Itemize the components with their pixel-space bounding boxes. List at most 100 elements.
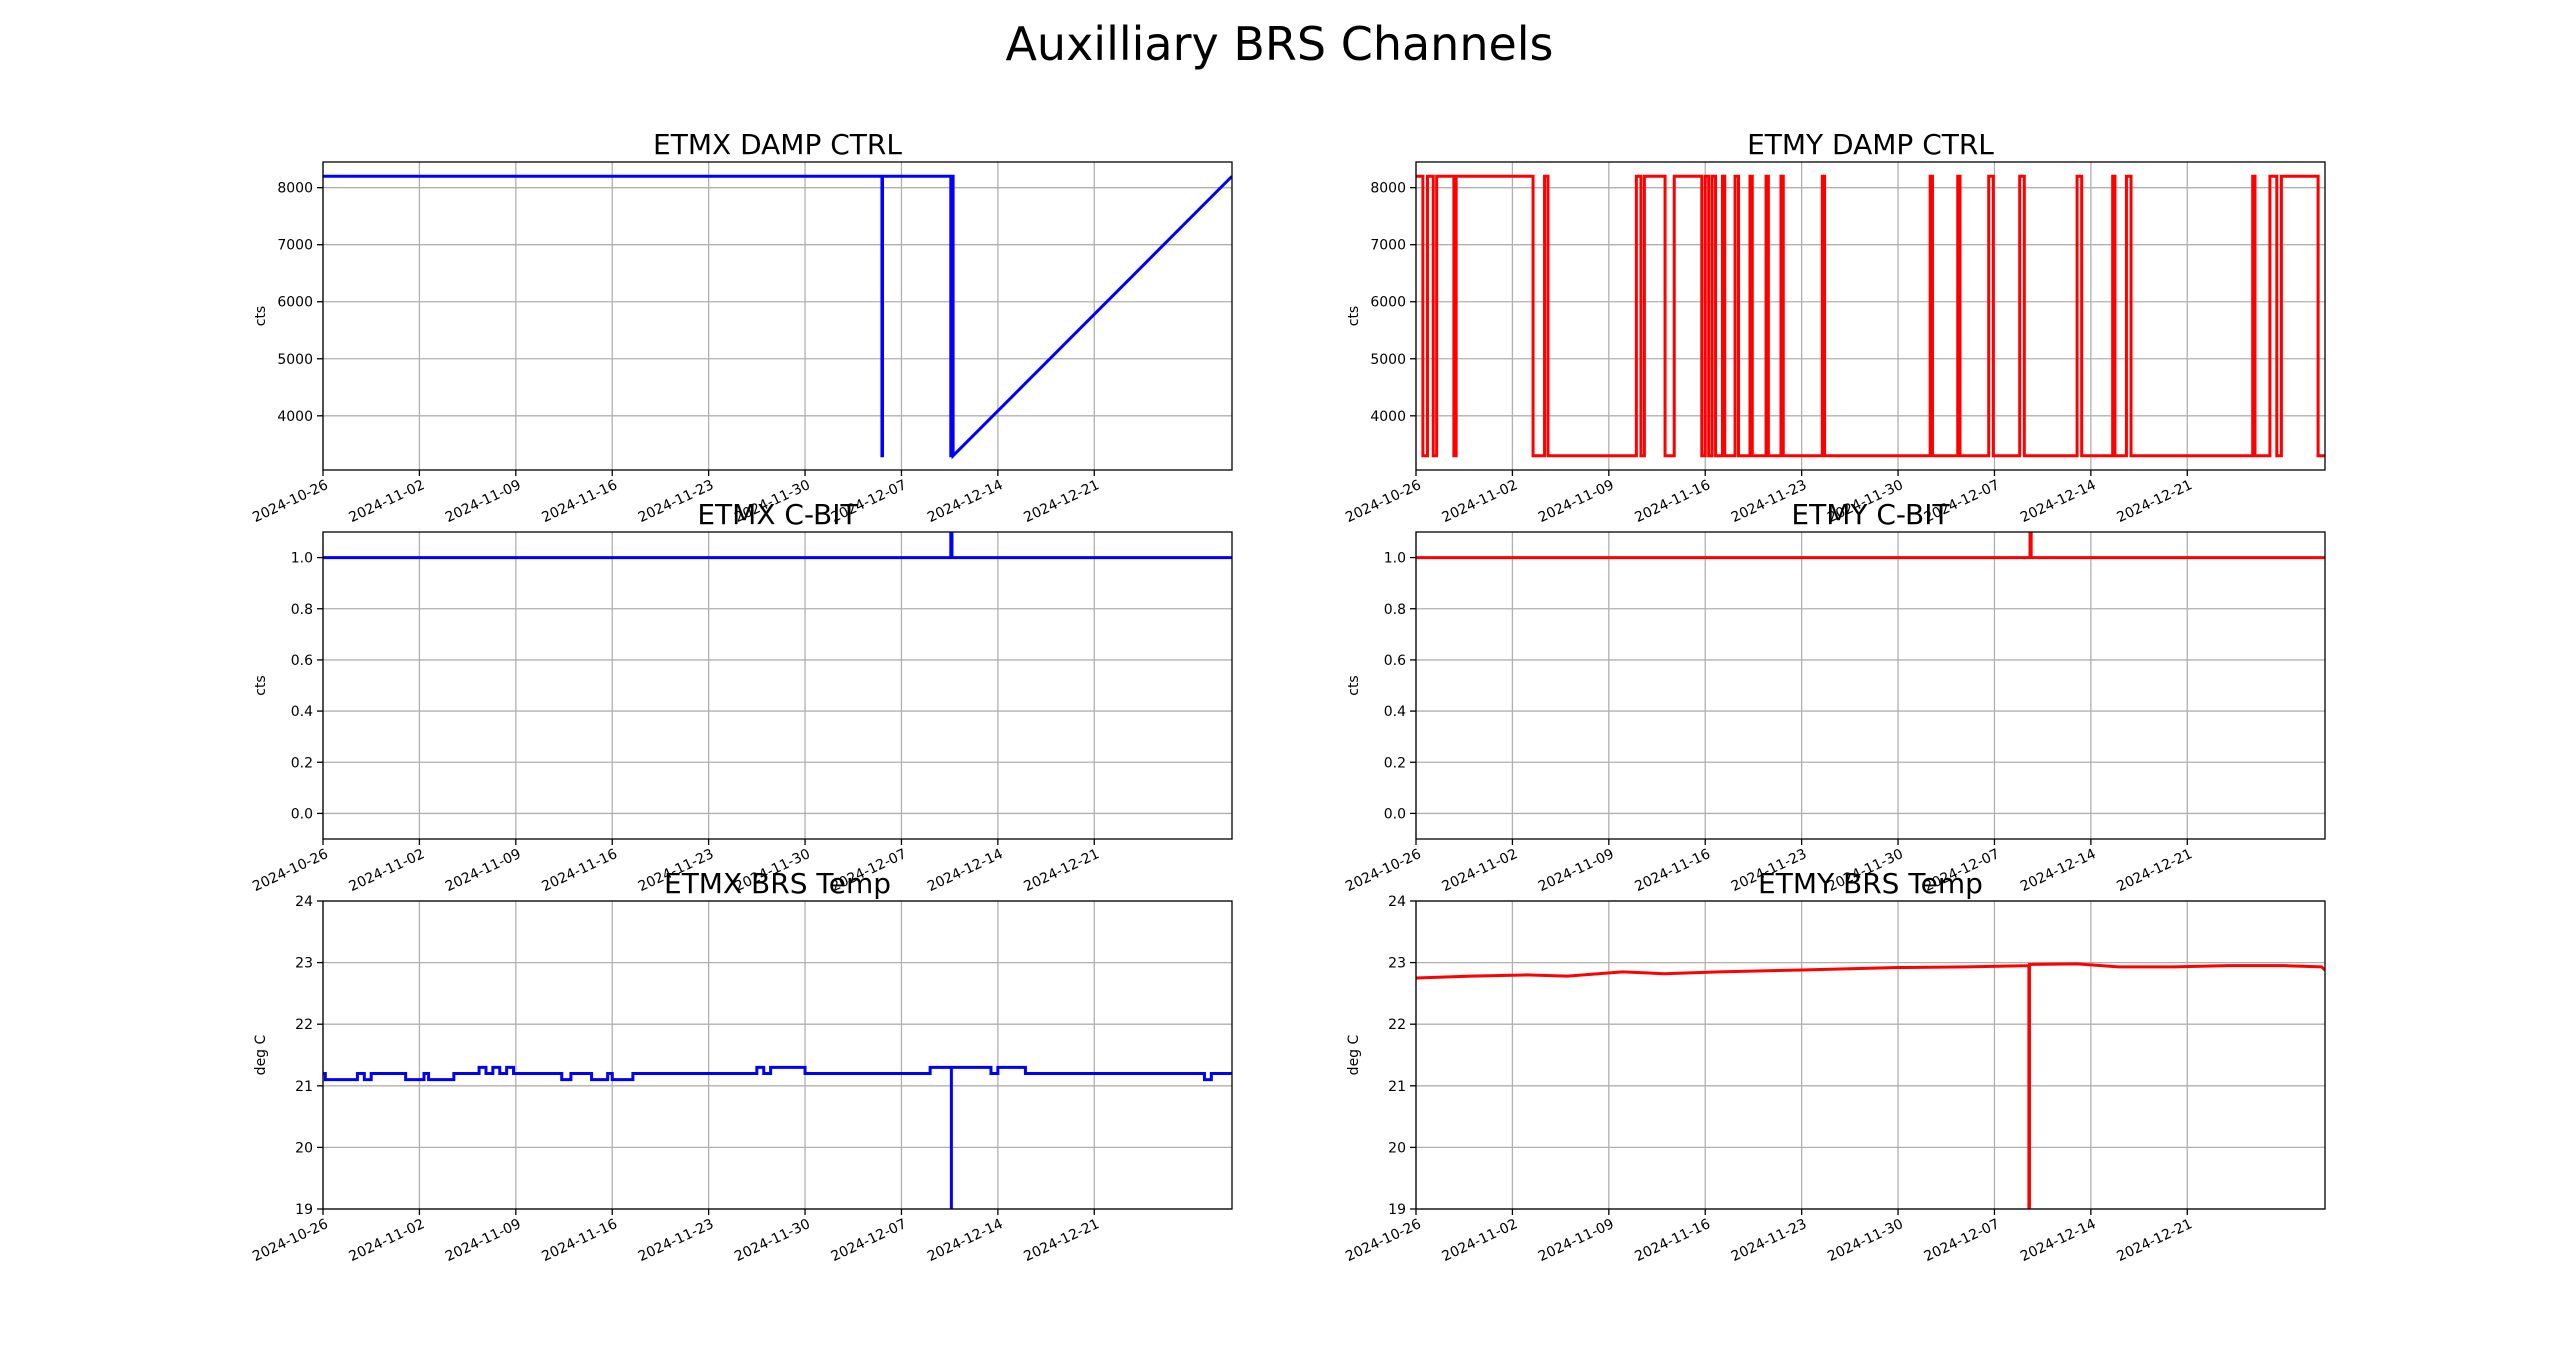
- x-tick-label: 2024-11-16: [539, 477, 620, 526]
- x-tick-label: 2024-10-26: [1343, 477, 1424, 526]
- y-axis-label: deg C: [253, 1034, 269, 1075]
- x-tick-label: 2024-11-09: [1536, 846, 1617, 895]
- x-tick-label: 2024-11-02: [1440, 477, 1521, 526]
- x-tick-label: 2024-11-02: [347, 1216, 428, 1265]
- y-tick-label: 20: [295, 1140, 313, 1156]
- x-tick-label: 2024-11-09: [443, 477, 524, 526]
- x-tick-label: 2024-10-26: [250, 846, 331, 895]
- x-tick-label: 2024-11-23: [636, 1216, 717, 1265]
- x-tick-label: 2024-11-09: [1536, 477, 1617, 526]
- x-tick-label: 2024-11-09: [1536, 1216, 1617, 1265]
- chart-title: ETMY DAMP CTRL: [1747, 128, 1994, 161]
- y-tick-label: 19: [1388, 1202, 1406, 1218]
- y-tick-label: 8000: [1370, 181, 1406, 197]
- y-tick-label: 21: [295, 1079, 313, 1095]
- y-tick-label: 7000: [1370, 238, 1406, 254]
- x-tick-label: 2024-11-09: [443, 846, 524, 895]
- x-tick-label: 2024-11-02: [1440, 846, 1521, 895]
- x-tick-label: 2024-12-21: [2114, 477, 2195, 526]
- chart-panel-etmy-cbit: 0.0 0.2 0.4 0.6 0.8 1.0 2024-10-26 2024-11-02 20…: [1343, 498, 2326, 895]
- y-tick-label: 0.8: [291, 602, 313, 618]
- y-tick-label: 0.6: [1384, 653, 1406, 669]
- y-tick-label: 23: [295, 956, 313, 972]
- x-tick-label: 2024-11-02: [1440, 1216, 1521, 1265]
- y-tick-label: 5000: [277, 352, 313, 368]
- x-tick-label: 2024-11-16: [1632, 1216, 1713, 1265]
- x-tick-label: 2024-12-14: [2018, 1216, 2099, 1265]
- y-axis-label: deg C: [1346, 1034, 1362, 1075]
- x-tick-label: 2024-11-16: [1632, 477, 1713, 526]
- chart-panel-etmx-cbit: 0.0 0.2 0.4 0.6 0.8 1.0 2024-10-26 2024-11-02 20…: [250, 498, 1233, 895]
- x-tick-label: 2024-11-02: [347, 477, 428, 526]
- axes-frame: [322, 531, 1233, 840]
- x-tick-label: 2024-12-21: [1021, 477, 1102, 526]
- y-tick-label: 22: [295, 1017, 313, 1033]
- x-tick-label: 2024-12-14: [925, 477, 1006, 526]
- figure-title: Auxilliary BRS Channels: [1005, 17, 1553, 71]
- axes-frame: [1415, 900, 2326, 1210]
- y-tick-label: 4000: [277, 409, 313, 425]
- chart-panel-etmx-damp: 4000 5000 6000 7000 8000 2024-10-26 2024-11-02…: [250, 128, 1233, 526]
- x-tick-label: 2024-11-09: [443, 1216, 524, 1265]
- y-tick-label: 0.2: [1384, 755, 1406, 771]
- y-tick-label: 0.6: [291, 653, 313, 669]
- y-tick-label: 0.4: [291, 704, 313, 720]
- y-tick-label: 22: [1388, 1017, 1406, 1033]
- x-tick-label: 2024-10-26: [1343, 1216, 1424, 1265]
- x-tick-label: 2024-10-26: [250, 1216, 331, 1265]
- y-tick-label: 24: [295, 894, 313, 910]
- x-tick-label: 2024-10-26: [1343, 846, 1424, 895]
- y-tick-label: 21: [1388, 1079, 1406, 1095]
- y-tick-label: 23: [1388, 956, 1406, 972]
- y-tick-label: 0.0: [291, 806, 313, 822]
- axes-frame: [1415, 531, 2326, 840]
- y-tick-label: 0.0: [1384, 806, 1406, 822]
- axes-frame: [1415, 161, 2326, 471]
- chart-title: ETMY C-BIT: [1791, 498, 1950, 531]
- x-tick-label: 2024-12-21: [1021, 846, 1102, 895]
- y-tick-label: 1.0: [1384, 551, 1406, 567]
- x-tick-label: 2024-12-14: [925, 846, 1006, 895]
- y-tick-label: 7000: [277, 238, 313, 254]
- x-tick-label: 2024-11-23: [1729, 1216, 1810, 1265]
- series-line: [1416, 532, 2325, 560]
- y-tick-label: 1.0: [291, 551, 313, 567]
- x-tick-label: 2024-12-07: [1922, 1216, 2003, 1265]
- series-line: [1416, 962, 2325, 1209]
- chart-title: ETMX C-BIT: [697, 498, 858, 531]
- y-axis-label: cts: [253, 675, 269, 695]
- y-axis-label: cts: [253, 306, 269, 326]
- x-tick-label: 2024-12-14: [2018, 477, 2099, 526]
- chart-title: ETMX BRS Temp: [664, 867, 891, 900]
- x-tick-label: 2024-11-16: [539, 846, 620, 895]
- chart-title: ETMY BRS Temp: [1758, 867, 1983, 900]
- y-tick-label: 24: [1388, 894, 1406, 910]
- chart-panel-etmx-temp: 19 20 21 22 23 24 2024-10-26 2024-11-02 2024-11-…: [250, 867, 1233, 1265]
- y-axis-label: cts: [1346, 306, 1362, 326]
- y-tick-label: 8000: [277, 181, 313, 197]
- x-tick-label: 2024-11-30: [1825, 1216, 1906, 1265]
- chart-panel-etmy-damp: 4000 5000 6000 7000 8000 2024-10-26 2024-11-02…: [1343, 128, 2326, 526]
- x-tick-label: 2024-12-14: [2018, 846, 2099, 895]
- x-tick-label: 2024-12-21: [1021, 1216, 1102, 1265]
- x-tick-label: 2024-11-16: [539, 1216, 620, 1265]
- y-tick-label: 4000: [1370, 409, 1406, 425]
- x-tick-label: 2024-12-21: [2114, 1216, 2195, 1265]
- y-tick-label: 5000: [1370, 352, 1406, 368]
- axes-frame: [322, 900, 1233, 1210]
- series-line: [323, 174, 1232, 460]
- series-line: [323, 1065, 1232, 1209]
- y-tick-label: 6000: [1370, 295, 1406, 311]
- y-tick-label: 0.4: [1384, 704, 1406, 720]
- chart-title: ETMX DAMP CTRL: [653, 128, 902, 161]
- series-line: [1416, 174, 2325, 458]
- y-tick-label: 0.8: [1384, 602, 1406, 618]
- chart-panel-etmy-temp: 19 20 21 22 23 24 2024-10-26 2024-11-02 2024-11-…: [1343, 867, 2326, 1265]
- y-axis-label: cts: [1346, 675, 1362, 695]
- x-tick-label: 2024-12-21: [2114, 846, 2195, 895]
- x-tick-label: 2024-12-14: [925, 1216, 1006, 1265]
- x-tick-label: 2024-12-07: [829, 1216, 910, 1265]
- y-tick-label: 20: [1388, 1140, 1406, 1156]
- x-tick-label: 2024-11-30: [732, 1216, 813, 1265]
